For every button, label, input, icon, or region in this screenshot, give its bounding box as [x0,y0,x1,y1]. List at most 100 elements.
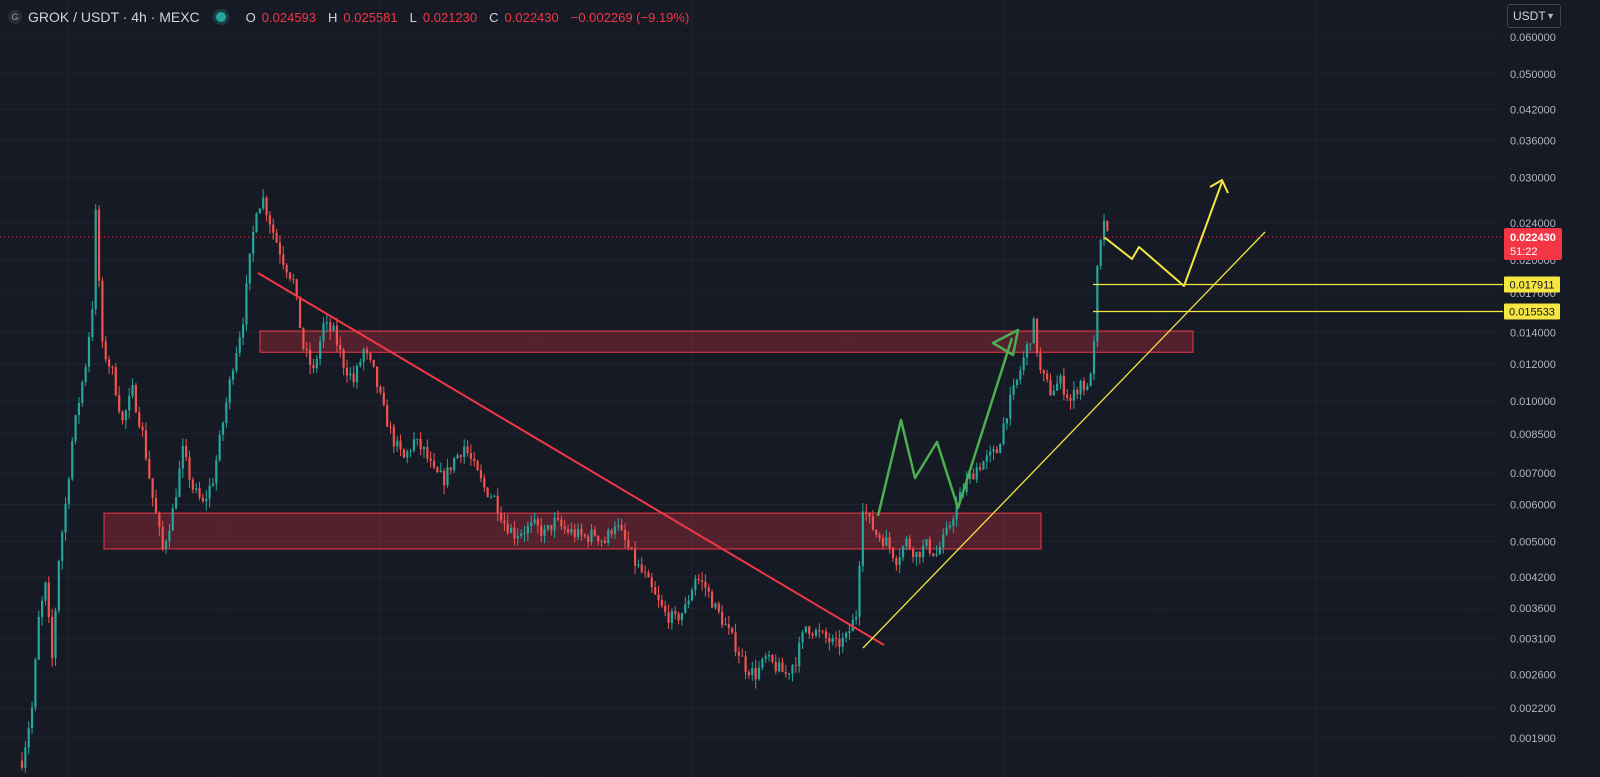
candle-body [982,461,985,470]
candle-body [496,495,499,514]
candle-body [1029,343,1032,345]
yellow-arrow-head [1209,179,1229,194]
candle-body [121,411,124,421]
candle-body [118,395,121,412]
candle-body [968,473,972,479]
candle-body [292,279,295,281]
symbol-title[interactable]: GROK / USDT · 4h · MEXC [28,9,200,25]
candle-body [985,455,988,462]
candle-body [704,581,707,588]
candle-body [640,564,643,572]
candle-body [942,534,945,548]
candle-body [369,353,372,360]
candle-body [1086,386,1089,390]
candle-body [215,460,218,484]
candle-body [131,385,134,396]
candle-body [282,254,285,266]
level-price-tag [1504,303,1560,320]
candle-body [804,626,807,633]
candle-body [1102,220,1106,241]
candle-body [1076,389,1079,395]
candle-body [657,594,660,600]
candle-body [838,638,841,647]
candle-body [128,395,131,411]
candle-body [707,587,710,592]
candle-body [530,522,533,526]
candle-body [734,632,737,652]
candle-body [178,468,181,497]
candle-body [228,379,231,403]
candle-body [687,600,690,605]
candle-body [376,366,379,387]
candle-body [979,467,982,470]
candle-body [670,611,673,623]
candle-body [603,540,606,543]
price-tick-label: 0.008500 [1510,429,1556,441]
candle-body [754,667,757,680]
candle-body [955,502,958,520]
candle-body [590,529,593,542]
level-price-label: 0.017911 [1509,280,1554,292]
candle-body [721,611,724,626]
candle-body [757,667,761,680]
candle-body [834,638,838,640]
candle-body [27,728,30,748]
candle-body [101,280,104,342]
candle-body [208,485,211,499]
candle-body [453,458,456,471]
candle-body [731,627,734,633]
candle-body [516,535,519,539]
candle-body [268,215,271,225]
candle-body [580,528,583,535]
green-arrow-head [991,328,1020,357]
level-price-tag [1504,276,1560,293]
ohlc-low-value: 0.021230 [422,9,478,25]
candle-body [1012,385,1015,395]
candle-body [61,532,64,561]
candle-body [379,386,382,393]
candle-body [1082,380,1086,390]
candle-body [995,449,998,454]
candle-body [1062,375,1065,395]
candle-body [952,519,955,526]
candle-body [550,525,553,531]
candle-body [630,547,633,549]
candle-body [305,348,308,350]
candle-body [81,382,84,404]
candle-body [138,412,141,427]
candle-body [932,553,935,556]
price-tick-label: 0.060000 [1510,32,1556,44]
candle-body [503,520,506,524]
candle-body [30,707,34,729]
candle-body [1052,390,1055,396]
candle-body [811,633,814,636]
candle-body [252,231,255,254]
candle-body [151,478,154,498]
candle-body [349,373,352,376]
candle-body [372,359,375,367]
price-tick-label: 0.010000 [1510,396,1556,408]
candle-body [499,513,503,521]
currency-select[interactable]: USDT ▼ [1507,4,1561,28]
candle-body [339,345,342,350]
candle-body [124,410,127,421]
price-axis[interactable]: 0.001900 0.002200 0.002600 0.003100 0.003600… [1504,32,1562,745]
candle-body [191,479,194,490]
candle-body [697,578,700,581]
candle-body [905,538,908,547]
candle-body [265,197,268,216]
candle-body [644,571,647,573]
candle-body [20,760,24,768]
candle-body [925,539,928,546]
candle-body [791,665,794,674]
candle-body [597,535,600,542]
zones [103,330,1194,550]
chevron-down-icon: ▼ [1546,11,1555,21]
candle-body [242,324,245,338]
candle-body [1032,318,1035,344]
candle-body [975,467,978,480]
candle-body [711,591,714,608]
candle-body [841,637,844,647]
candle-body [315,358,318,369]
